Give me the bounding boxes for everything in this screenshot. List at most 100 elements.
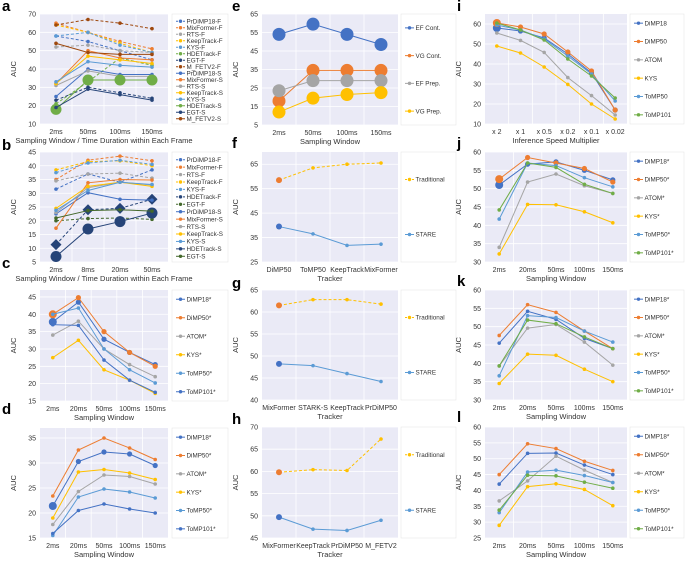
x-tick-label: KeepTrack [330, 267, 364, 274]
legend [400, 289, 457, 401]
data-point [118, 207, 122, 212]
data-point [497, 523, 502, 528]
legend-item: ToMP101 [634, 112, 672, 119]
x-tick-label: 100ms [574, 543, 596, 550]
legend-item: KYS* [176, 352, 202, 359]
data-point [54, 226, 58, 230]
series-DiMP50 [492, 19, 618, 113]
y-tick-label: 30 [473, 398, 481, 405]
data-point [554, 451, 558, 455]
x-axis-label: Tracker [317, 274, 343, 283]
data-point [611, 486, 615, 491]
data-point [613, 113, 617, 117]
legend-item: PrDiMP18-S [176, 70, 222, 77]
x-tick-label: MixFormer [262, 405, 296, 412]
data-point [76, 508, 81, 513]
legend-item: HDETrack-S [176, 246, 222, 253]
series-KYS-S [54, 59, 154, 84]
legend-item: DiMP18* [634, 433, 670, 440]
y-tick-label: 35 [250, 67, 258, 74]
y-tick-label: 45 [250, 376, 258, 383]
data-point [86, 172, 90, 176]
data-point [118, 180, 122, 185]
x-axis-label: Sampling Window [526, 412, 587, 421]
y-tick-label: 35 [250, 235, 258, 242]
y-tick-label: 55 [473, 440, 481, 447]
x-tick-label: x 0.2 [560, 129, 575, 136]
data-point [525, 326, 530, 330]
data-point [345, 528, 349, 533]
legend-swatch-marker [407, 177, 412, 182]
legend-item: ToMP50 [634, 94, 668, 101]
data-point [311, 166, 315, 170]
x-tick-label: 8ms [81, 267, 95, 274]
data-point [48, 317, 57, 326]
legend-swatch-marker [636, 389, 641, 393]
legend-label: KeepTrack-S [187, 231, 224, 238]
data-point [497, 508, 502, 512]
legend-label: EGT-F [187, 57, 206, 64]
x-tick-label: x 1 [516, 129, 525, 136]
series-KYS* [497, 202, 615, 256]
legend-swatch-marker [178, 26, 183, 30]
y-axis-label: AUC [231, 199, 240, 215]
y-tick-label: 40 [28, 163, 36, 170]
series-line [55, 160, 153, 171]
data-point [311, 467, 315, 472]
legend-label: ATOM* [645, 195, 666, 202]
series-KYS* [497, 481, 615, 528]
y-tick-label: 45 [473, 343, 481, 350]
legend-label: DiMP50* [645, 177, 670, 184]
series-STARE [276, 360, 383, 384]
data-point [345, 371, 349, 376]
data-point [51, 322, 55, 327]
series-ATOM* [51, 473, 157, 527]
legend-label: EF Cont. [416, 25, 441, 32]
panel-f: f 25 35 45 55 65 DiMP50 ToMP50 KeepTrack MixForme… [231, 135, 457, 283]
y-tick-label: 60 [473, 22, 481, 29]
y-tick-label: 35 [473, 379, 481, 386]
data-point [150, 65, 154, 69]
legend-label: DiMP18* [645, 433, 670, 440]
data-point [311, 363, 315, 368]
legend-swatch-marker [407, 315, 412, 320]
data-point [54, 41, 58, 46]
legend-item: EGT-F [176, 201, 205, 208]
x-tick-label: 100ms [109, 129, 131, 136]
data-point [127, 349, 133, 356]
legend-label: ToMP101* [645, 250, 675, 257]
data-point [525, 302, 530, 307]
data-point [542, 38, 546, 42]
legend-item: KYS [634, 75, 657, 82]
series-line [55, 181, 153, 211]
legend-label: KYS-F [187, 44, 206, 51]
series-Traditional [276, 437, 383, 476]
data-point [54, 94, 58, 99]
legend-swatch-marker [636, 315, 641, 320]
legend [171, 427, 229, 539]
series-line [278, 516, 382, 531]
data-point [153, 482, 157, 486]
data-point [582, 459, 587, 464]
x-axis-label: Sampling Window [526, 274, 587, 283]
x-axis-label: Tracker [317, 550, 343, 558]
data-point [541, 31, 547, 37]
data-point [86, 188, 90, 193]
x-tick-label: 2ms [49, 129, 63, 136]
series-STARE [276, 223, 383, 248]
data-point [554, 353, 558, 358]
legend-item: DiMP50* [176, 315, 212, 322]
panel-a: a 10 20 30 40 50 60 70 2ms 50ms 100ms 150msSampling… [2, 0, 229, 145]
data-point [127, 507, 132, 511]
legend-swatch-marker [636, 159, 641, 163]
y-tick-label: 5 [254, 123, 258, 130]
data-point [101, 449, 107, 455]
data-point [613, 117, 617, 121]
data-point [379, 518, 383, 523]
data-point [497, 252, 502, 256]
x-tick-label: 2ms [46, 406, 60, 413]
data-point [50, 251, 62, 262]
series-VG Prep. [272, 86, 388, 119]
x-tick-label: 2ms [46, 543, 60, 550]
legend-label: ToMP50* [645, 507, 671, 514]
